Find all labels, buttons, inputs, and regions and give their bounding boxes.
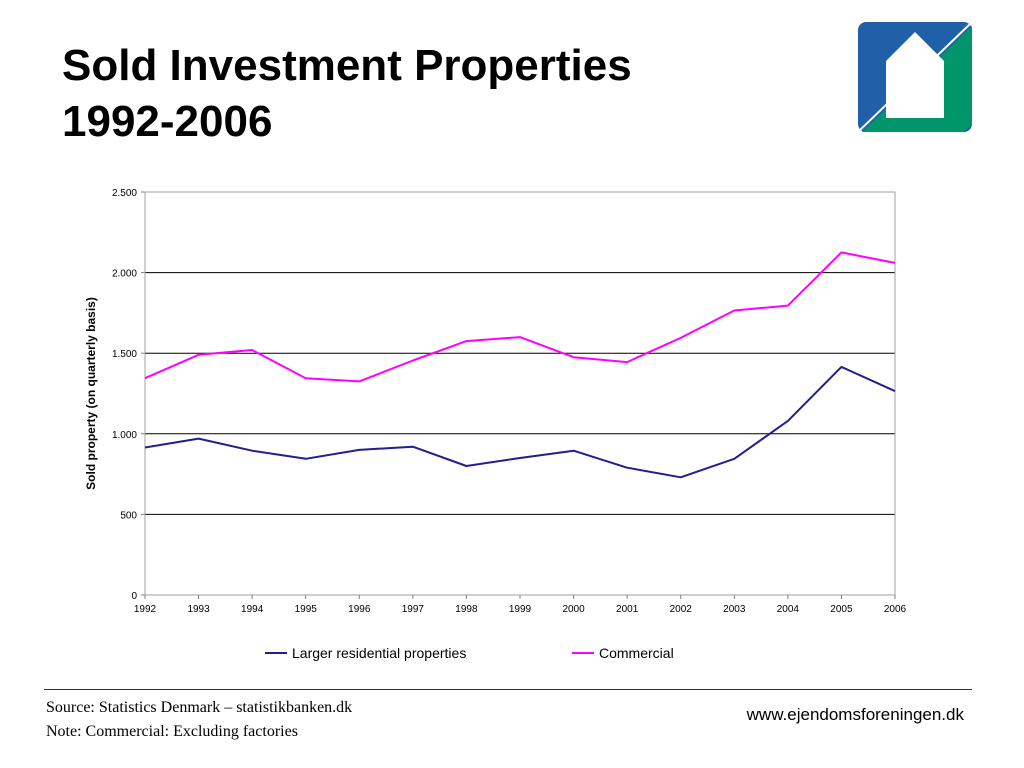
x-tick-label: 1995 bbox=[295, 604, 318, 615]
x-tick-label: 2004 bbox=[777, 604, 800, 615]
legend-label: Larger residential properties bbox=[292, 645, 466, 661]
x-tick-label: 2001 bbox=[616, 604, 639, 615]
logo-diagonal-line bbox=[859, 23, 971, 131]
website-link[interactable]: www.ejendomsforeningen.dk bbox=[746, 705, 964, 724]
page-title: Sold Investment Properties 1992-2006 bbox=[62, 38, 632, 150]
x-tick-label: 2006 bbox=[884, 604, 907, 615]
x-tick-label: 1998 bbox=[455, 604, 478, 615]
line-chart: 0 500 1.000 1.500 2.000 2.500 1992 1993 1994 1995… bbox=[84, 188, 907, 661]
source-text: Source: Statistics Denmark – statistikba… bbox=[46, 699, 353, 716]
title-line-1: Sold Investment Properties bbox=[62, 41, 632, 90]
logo-house bbox=[886, 32, 944, 118]
y-tick-label: 1.000 bbox=[112, 430, 137, 441]
x-tick-label: 1996 bbox=[348, 604, 371, 615]
y-tick-label: 1.500 bbox=[112, 349, 137, 360]
house-logo-icon bbox=[858, 22, 972, 132]
y-tick-label: 2.000 bbox=[112, 269, 137, 280]
plot-area bbox=[144, 191, 896, 596]
footer-divider bbox=[44, 689, 972, 690]
x-tick-label: 2003 bbox=[723, 604, 746, 615]
x-tick-label: 2000 bbox=[562, 604, 585, 615]
x-tick-label: 1992 bbox=[134, 604, 157, 615]
y-tick-label: 2.500 bbox=[112, 188, 137, 199]
y-axis-label: Sold property (on quarterly basis) bbox=[84, 297, 98, 490]
x-tick-label: 2002 bbox=[670, 604, 693, 615]
y-tick-label: 500 bbox=[120, 510, 137, 521]
legend-label: Commercial bbox=[599, 645, 674, 661]
y-tick-label: 0 bbox=[131, 591, 137, 602]
x-tick-label: 1999 bbox=[509, 604, 532, 615]
note-text: Note: Commercial: Excluding factories bbox=[46, 723, 298, 740]
source-notes: Source: Statistics Denmark – statistikba… bbox=[46, 696, 352, 744]
x-tick-label: 1994 bbox=[241, 604, 264, 615]
x-tick-label: 2005 bbox=[830, 604, 853, 615]
series-line-commercial bbox=[144, 251, 896, 383]
x-tick-label: 1997 bbox=[402, 604, 425, 615]
x-tick-label: 1993 bbox=[187, 604, 210, 615]
title-line-2: 1992-2006 bbox=[62, 97, 273, 146]
series-line-residential bbox=[144, 365, 896, 479]
